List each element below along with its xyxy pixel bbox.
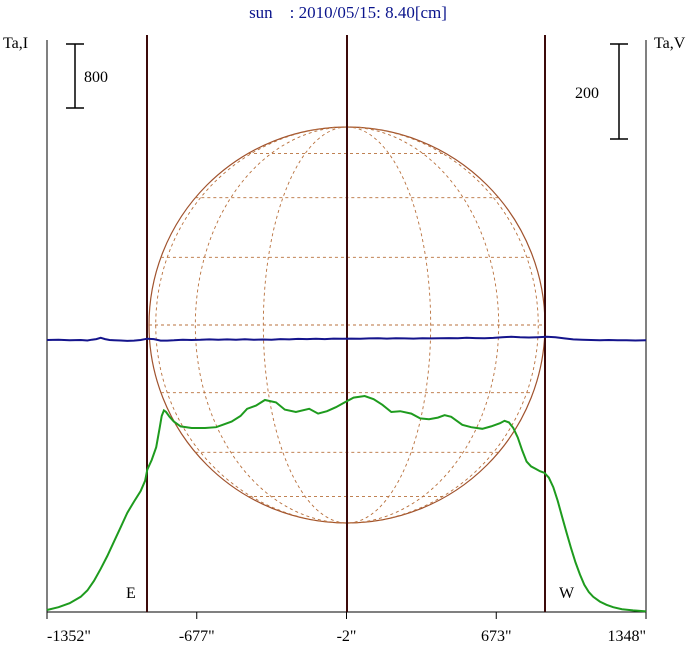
right-axis-label: Ta,V — [654, 35, 686, 52]
longitude-gridline — [262, 126, 348, 524]
polarization-series-line — [46, 335, 647, 342]
west-limb-label: W — [559, 585, 575, 602]
x-tick-label: 1348" — [607, 628, 646, 645]
left-axis-label: Ta,I — [3, 35, 28, 52]
right-scale-bar — [610, 43, 628, 140]
longitude-gridline — [346, 126, 432, 524]
east-limb-label: E — [126, 585, 136, 602]
right-scale-label: 200 — [575, 85, 599, 102]
x-tick-label: 673" — [481, 628, 512, 645]
longitude-gridline — [155, 126, 348, 524]
x-tick-label: -677" — [179, 628, 215, 645]
intensity-series-line — [46, 394, 647, 613]
left-scale-label: 800 — [84, 69, 108, 86]
left-scale-bar — [66, 43, 84, 109]
x-tick-label: -2" — [337, 628, 357, 645]
longitude-gridline — [346, 126, 539, 524]
x-tick-label: -1352" — [47, 628, 91, 645]
longitude-gridline — [346, 126, 500, 524]
chart-title: sun : 2010/05/15: 8.40[cm] — [249, 3, 447, 22]
longitude-gridline — [194, 126, 348, 524]
